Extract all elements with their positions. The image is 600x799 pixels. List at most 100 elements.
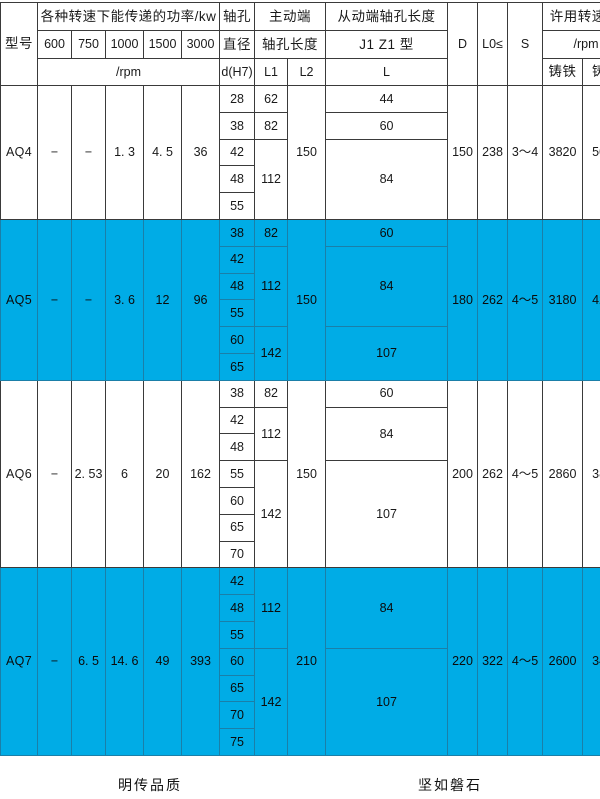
footer-slogan-left: 明传品质 [118, 777, 182, 793]
cell-power-750: − [71, 85, 106, 220]
cell-s: 4～5 [507, 218, 544, 381]
header-l2: L2 [287, 58, 327, 86]
header-speed-group: 许用转速[n] [542, 2, 600, 31]
cell-bore-diameter: 70 [219, 701, 256, 730]
cell-model-AQ7: AQ7 [0, 567, 38, 756]
table-row: AQ6−2. 536201623882150602002624～52860382… [0, 379, 600, 569]
cell-power-1000: 14. 6 [105, 567, 144, 756]
table-row: 48 [1, 165, 600, 194]
cell-power-1000: 6 [105, 379, 144, 569]
cell-l0: 262 [477, 379, 509, 569]
cell-l1: 112 [254, 567, 289, 649]
cell-l0: 262 [477, 218, 509, 381]
cell-l1: 82 [254, 218, 289, 247]
cell-l1: 82 [254, 379, 289, 408]
header-speed-unit: /rpm [542, 30, 600, 59]
cell-power-1000: 3. 6 [105, 218, 144, 381]
header-model: 型号 [0, 2, 38, 86]
cell-cast-steel-speed: 4240 [582, 218, 600, 381]
cell-l: 107 [325, 647, 449, 756]
table-row: 60 [1, 486, 600, 515]
cell-l2: 210 [287, 567, 327, 756]
table-row: 42 112 84 [1, 138, 600, 220]
cell-d: 220 [447, 567, 479, 756]
cell-power-600: − [37, 567, 72, 756]
header-l0: L0≤ [477, 2, 509, 86]
table-row: 38 82 60 [1, 111, 600, 140]
cell-bore-diameter: 65 [219, 513, 256, 542]
table-row: 55 [1, 299, 600, 328]
cell-bore-diameter: 65 [219, 352, 256, 381]
cell-bore-diameter: 60 [219, 647, 256, 676]
cell-l1: 142 [254, 647, 289, 756]
header-bore-code: d(H7) [219, 58, 256, 86]
table-row: 70 [1, 540, 600, 569]
cell-power-1000: 1. 3 [105, 85, 144, 220]
cell-power-3000: 393 [180, 567, 221, 756]
cell-d: 150 [447, 85, 479, 220]
cell-power-1500: 49 [143, 567, 182, 756]
cell-bore-diameter: 42 [219, 406, 256, 435]
table-row: 55 [1, 192, 600, 220]
cell-bore-diameter: 48 [219, 594, 256, 622]
cell-l2: 150 [287, 218, 327, 381]
cell-l: 60 [325, 379, 449, 408]
cell-power-1500: 4. 5 [143, 85, 182, 220]
table-row: 48 [1, 433, 600, 462]
cell-cast-iron-speed: 3820 [542, 85, 584, 220]
cell-l: 84 [325, 138, 449, 220]
cell-s: 3～4 [507, 85, 544, 220]
cell-d: 180 [447, 218, 479, 381]
cell-bore-diameter: 42 [219, 567, 256, 596]
cell-l: 60 [325, 111, 449, 140]
cell-power-600: − [37, 218, 72, 381]
cell-cast-steel-speed: 5090 [582, 85, 600, 220]
cell-power-750: 6. 5 [71, 567, 106, 756]
header-l1: L1 [254, 58, 289, 86]
cell-cast-iron-speed: 2600 [542, 567, 584, 756]
cell-cast-steel-speed: 3820 [582, 379, 600, 569]
header-speed-600: 600 [37, 30, 72, 59]
cell-bore-diameter: 42 [219, 138, 256, 167]
cell-l: 107 [325, 326, 449, 381]
cell-l1: 142 [254, 326, 289, 381]
table-row: 60 142 107 [1, 647, 600, 756]
cell-bore-diameter: 55 [219, 460, 256, 488]
cell-bore-diameter: 60 [219, 326, 256, 354]
cell-bore-diameter: 38 [219, 379, 256, 408]
cell-power-750: 2. 53 [71, 379, 106, 569]
table-row: AQ7−6. 5 14. 6 49 393 42 112 210 84 220 322 4～5 260… [0, 567, 600, 756]
cell-l1: 82 [254, 111, 289, 140]
cell-bore-diameter: 75 [219, 728, 256, 756]
cell-model-AQ4: AQ4 [0, 85, 38, 220]
cell-l: 44 [325, 85, 449, 113]
cell-power-600: − [37, 379, 72, 569]
header-cast-iron: 铸铁 [542, 58, 584, 86]
footer-slogan-right: 坚如磐石 [418, 777, 482, 793]
header-drive-line2: 轴孔长度 [254, 30, 327, 59]
cell-bore-diameter: 48 [219, 165, 256, 194]
header-d: D [447, 2, 479, 86]
table-row: AQ4−−1. 34. 5362862150441502383～43820509… [0, 85, 600, 220]
cell-l: 107 [325, 460, 449, 569]
cell-power-1500: 12 [143, 218, 182, 381]
cell-bore-diameter: 70 [219, 540, 256, 569]
cell-l0: 322 [477, 567, 509, 756]
cell-bore-diameter: 65 [219, 674, 256, 703]
cell-l1: 112 [254, 245, 289, 328]
cell-bore-diameter: 28 [219, 85, 256, 113]
table-row: 42 112 84 [1, 406, 600, 462]
cell-bore-diameter: 60 [219, 486, 256, 515]
cell-l1: 112 [254, 406, 289, 462]
table-row: 65 [1, 513, 600, 542]
cell-bore-diameter: 55 [219, 192, 256, 220]
cell-power-750: − [71, 218, 106, 381]
cell-power-1500: 20 [143, 379, 182, 569]
cell-model-AQ6: AQ6 [0, 379, 38, 569]
table-row: 55 142 107 [1, 460, 600, 569]
header-driven-line2: J1 Z1 型 [325, 30, 449, 59]
